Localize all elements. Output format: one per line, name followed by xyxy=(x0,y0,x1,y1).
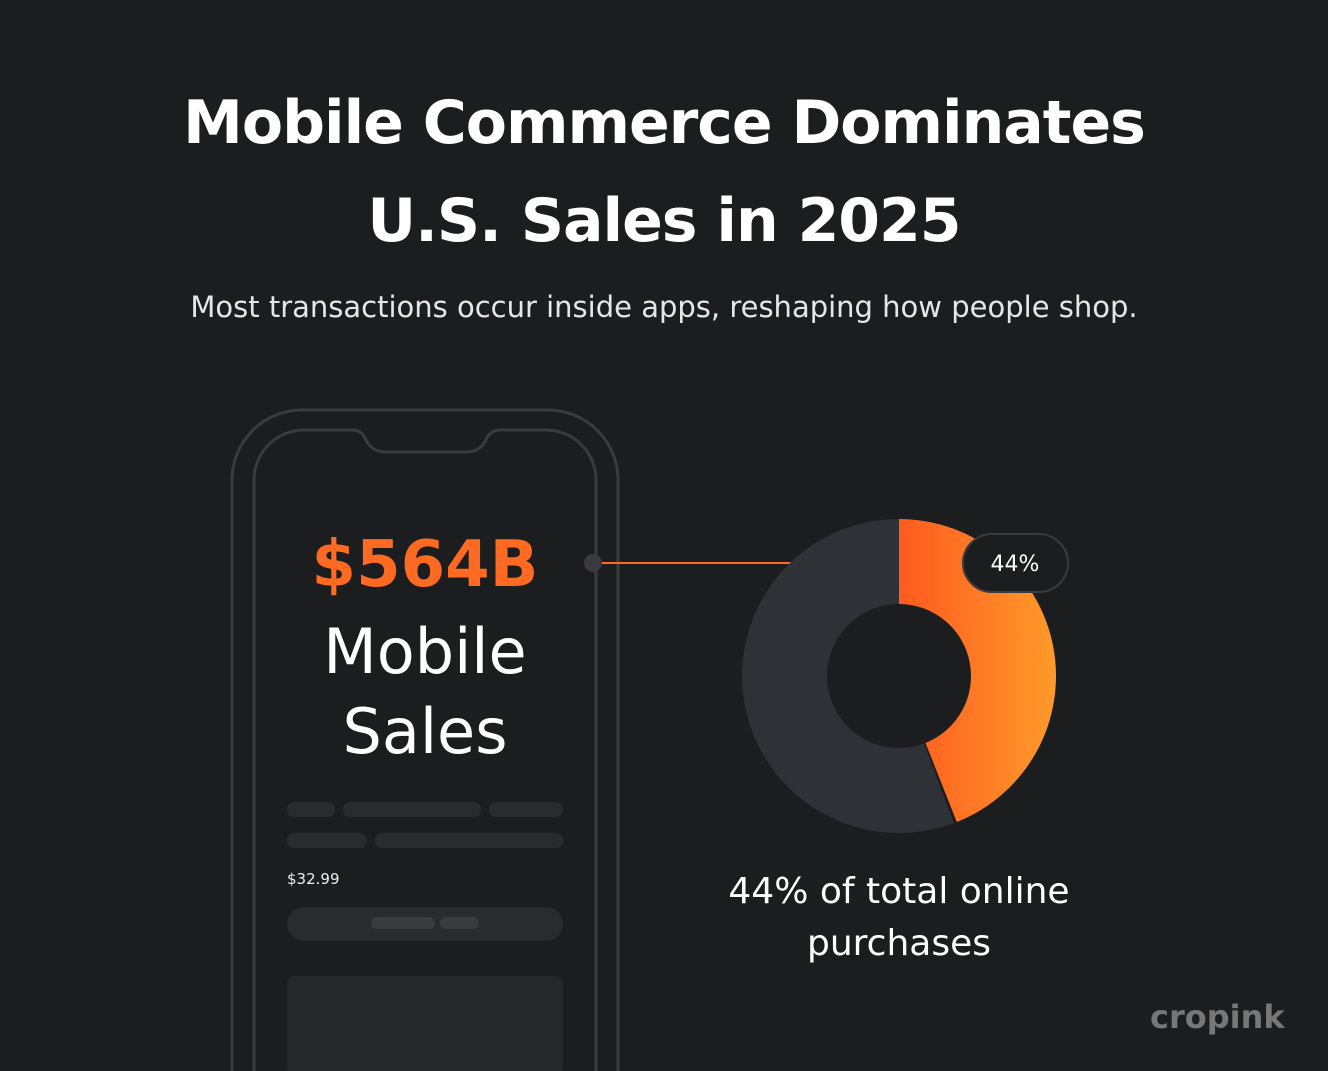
donut xyxy=(742,519,1056,833)
connector-dot xyxy=(584,554,602,572)
price: $32.99 xyxy=(287,870,340,888)
title-line: U.S. Sales in 2025 xyxy=(367,186,961,256)
phone-inner xyxy=(252,428,598,1071)
chart-caption: 44% of total online purchases xyxy=(728,871,1070,964)
amount: $564B xyxy=(311,528,539,602)
value-pill xyxy=(962,533,1069,593)
amount-label: Mobile Sales xyxy=(323,615,527,768)
title-line: Mobile Commerce Dominates xyxy=(183,88,1146,158)
donut-slice xyxy=(742,519,954,833)
phone-outer xyxy=(230,408,620,1071)
placeholders xyxy=(287,802,563,1071)
watermark: cropink xyxy=(1150,998,1285,1036)
donut-slice xyxy=(899,519,1056,822)
value-label: 44% xyxy=(991,552,1040,577)
subtitle: Most transactions occur inside apps, res… xyxy=(190,290,1138,324)
